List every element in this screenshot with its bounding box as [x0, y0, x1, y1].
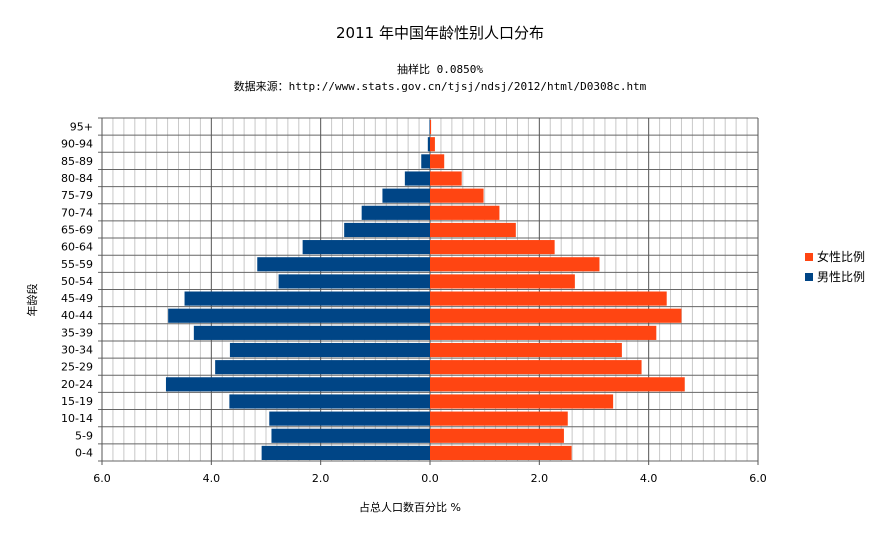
x-tick-label: 4.0	[203, 472, 221, 485]
female-bar-85-89	[430, 154, 445, 169]
female-bar-60-64	[430, 240, 555, 255]
x-tick-label: 2.0	[312, 472, 330, 485]
x-tick-labels: 6.0 4.0 2.0 0.0 2.0 4.0 6.0	[93, 472, 767, 485]
female-bar-45-49	[430, 291, 667, 306]
legend-label-male: 男性比例	[817, 270, 865, 284]
male-bar-95+	[429, 120, 430, 135]
x-axis-title: 占总人口数百分比 %	[359, 500, 461, 514]
x-tick-label: 6.0	[93, 472, 111, 485]
legend-label-female: 女性比例	[817, 249, 865, 264]
female-bar-30-34	[430, 342, 622, 358]
female-bar-75-79	[430, 188, 484, 203]
female-bar-95+	[430, 120, 432, 135]
male-bar-45-49	[184, 291, 430, 306]
male-bar-90-94	[427, 137, 430, 152]
female-bar-10-14	[430, 411, 568, 426]
y-tick-label: 0-4	[75, 446, 93, 459]
y-axis-title: 年龄段	[25, 284, 39, 317]
y-tick-label: 85-89	[61, 155, 93, 168]
y-tick-label: 80-84	[61, 172, 93, 185]
male-bar-85-89	[421, 154, 430, 169]
y-tick-labels: 95+ 90-94 85-89 80-84 75-79 70-74 65-69 60-64 55…	[61, 121, 93, 460]
y-tick-label: 55-59	[61, 258, 93, 271]
y-tick-label: 35-39	[61, 326, 93, 339]
y-tick-label: 95+	[70, 121, 93, 134]
y-tick-label: 25-29	[61, 361, 93, 374]
x-tick-label: 4.0	[640, 472, 658, 485]
y-tick-label: 5-9	[75, 429, 93, 442]
y-tick-label: 50-54	[61, 275, 93, 288]
y-tick-label: 10-14	[61, 412, 93, 425]
y-tick-label: 20-24	[61, 378, 93, 391]
x-tick-label: 2.0	[531, 472, 549, 485]
bars	[165, 120, 685, 460]
y-tick-label: 90-94	[61, 138, 93, 151]
male-bar-25-29	[215, 360, 430, 375]
female-bar-25-29	[430, 360, 642, 375]
y-tick-label: 40-44	[61, 309, 93, 322]
y-tick-label: 75-79	[61, 189, 93, 202]
female-bar-80-84	[430, 171, 462, 186]
x-tick-label: 6.0	[749, 472, 767, 485]
y-tick-label: 60-64	[61, 241, 93, 254]
male-bar-10-14	[269, 411, 430, 426]
male-bar-70-74	[361, 205, 430, 220]
sampling-ratio: 抽样比 0.0850%	[397, 62, 483, 76]
female-bar-55-59	[430, 257, 600, 272]
male-bar-30-34	[229, 342, 430, 358]
male-bar-80-84	[404, 171, 430, 186]
male-bar-65-69	[344, 222, 430, 238]
male-bar-35-39	[193, 325, 430, 340]
male-bar-50-54	[278, 274, 430, 289]
male-bar-15-19	[229, 394, 430, 409]
female-bar-20-24	[430, 377, 685, 392]
legend-swatch-female	[805, 253, 813, 261]
male-bar-40-44	[168, 308, 430, 323]
male-bar-20-24	[165, 377, 430, 392]
female-bar-70-74	[430, 205, 500, 220]
female-bar-40-44	[430, 308, 682, 323]
y-tick-label: 45-49	[61, 292, 93, 305]
x-tick-label: 0.0	[421, 472, 439, 485]
female-bar-50-54	[430, 274, 575, 289]
chart-title: 2011 年中国年龄性别人口分布	[336, 24, 544, 42]
data-source: 数据来源：http://www.stats.gov.cn/tjsj/ndsj/2…	[234, 79, 647, 93]
female-bar-5-9	[430, 428, 564, 443]
y-tick-label: 65-69	[61, 223, 93, 236]
female-bar-35-39	[430, 325, 657, 340]
male-bar-5-9	[271, 428, 430, 443]
male-bar-0-4	[261, 445, 430, 460]
female-bar-15-19	[430, 394, 614, 409]
female-bar-0-4	[430, 445, 572, 460]
female-bar-65-69	[430, 222, 516, 238]
legend-swatch-male	[805, 273, 813, 281]
y-tick-label: 15-19	[61, 395, 93, 408]
y-tick-label: 70-74	[61, 206, 93, 219]
female-bar-90-94	[430, 137, 435, 152]
male-bar-55-59	[257, 257, 430, 272]
male-bar-75-79	[382, 188, 430, 203]
y-tick-label: 30-34	[61, 344, 93, 357]
male-bar-60-64	[302, 240, 430, 255]
